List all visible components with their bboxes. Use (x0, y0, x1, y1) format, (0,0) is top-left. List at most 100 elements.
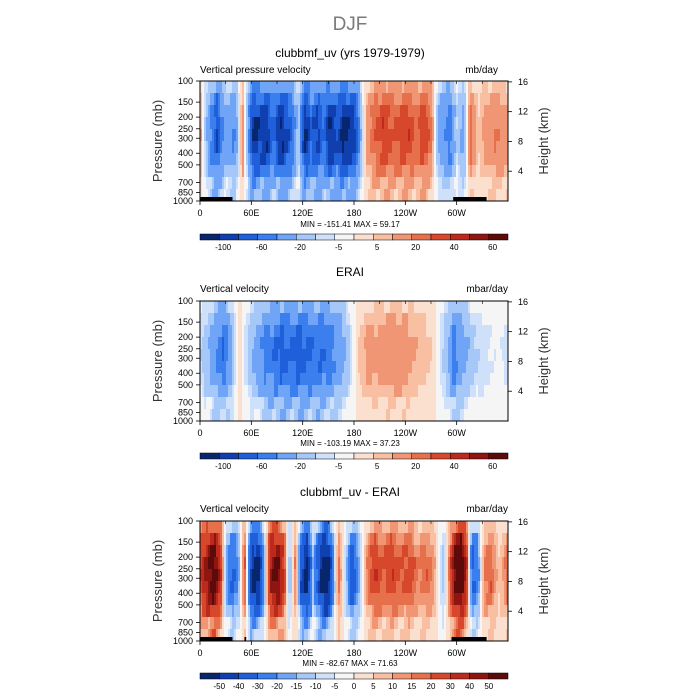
heatmap-cell (486, 533, 489, 546)
heatmap-cell (254, 605, 257, 618)
heatmap-cell (314, 617, 317, 630)
heatmap-cell (214, 337, 217, 350)
heatmap-cell (344, 373, 347, 386)
colorbar-swatch (199, 452, 220, 460)
heatmap-cell (240, 557, 243, 570)
heatmap-cell (200, 105, 203, 118)
heatmap-cell (326, 189, 329, 202)
heatmap-cell (366, 81, 369, 94)
heatmap-cell (268, 313, 271, 326)
heatmap-cell (256, 117, 259, 130)
heatmap-cell (470, 593, 473, 606)
heatmap-cell (288, 153, 291, 166)
heatmap-cell (356, 81, 359, 94)
heatmap-cell (254, 397, 257, 410)
heatmap-cell (442, 521, 445, 534)
heatmap-cell (436, 93, 439, 106)
heatmap-cell (370, 629, 373, 642)
heatmap-cell (318, 153, 321, 166)
heatmap-cell (486, 581, 489, 594)
heatmap-cell (278, 629, 281, 642)
heatmap-cell (452, 301, 455, 314)
heatmap-cell (254, 165, 257, 178)
heatmap-cell (384, 141, 387, 154)
heatmap-cell (236, 569, 239, 582)
heatmap-cell (254, 373, 257, 386)
heatmap-cell (440, 629, 443, 642)
heatmap-cell (264, 165, 267, 178)
heatmap-cell (312, 533, 315, 546)
heatmap-cell (428, 617, 431, 630)
heatmap-cell (212, 313, 215, 326)
heatmap-cell (444, 397, 447, 410)
heatmap-cell (356, 177, 359, 190)
heatmap-cell (488, 385, 491, 398)
heatmap-cell (324, 373, 327, 386)
heatmap-cell (328, 617, 331, 630)
heatmap-cell (210, 325, 213, 338)
heatmap-cell (452, 361, 455, 374)
heatmap-cell (468, 593, 471, 606)
heatmap-cell (320, 165, 323, 178)
heatmap-cell (376, 557, 379, 570)
heatmap-cell (412, 397, 415, 410)
heatmap-cell (326, 325, 329, 338)
heatmap-cell (214, 593, 217, 606)
heatmap-cell (350, 93, 353, 106)
heatmap-cell (206, 409, 209, 422)
heatmap-cell (394, 117, 397, 130)
heatmap-cell (238, 165, 241, 178)
heatmap-cell (490, 313, 493, 326)
heatmap-cell (238, 349, 241, 362)
heatmap-cell (232, 545, 235, 558)
heatmap-cell (480, 117, 483, 130)
heatmap-cell (220, 313, 223, 326)
heatmap-cell (418, 533, 421, 546)
heatmap-cell (374, 129, 377, 142)
heatmap-cell (370, 313, 373, 326)
heatmap-cell (290, 629, 293, 642)
heatmap-cell (478, 521, 481, 534)
heatmap-cell (240, 533, 243, 546)
heatmap-cell (208, 409, 211, 422)
heatmap-cell (216, 545, 219, 558)
heatmap-cell (256, 557, 259, 570)
heatmap-cell (484, 569, 487, 582)
heatmap-cell (440, 605, 443, 618)
heatmap-cell (286, 117, 289, 130)
heatmap-cell (474, 81, 477, 94)
heatmap-cell (478, 325, 481, 338)
x-tick-label: 60W (447, 428, 466, 438)
heatmap-cell (326, 177, 329, 190)
heatmap-cell (346, 189, 349, 202)
heatmap-cell (346, 153, 349, 166)
heatmap-cell (490, 397, 493, 410)
heatmap-cell (208, 385, 211, 398)
heatmap-cell (308, 557, 311, 570)
heatmap-cell (206, 617, 209, 630)
heatmap-cell (274, 189, 277, 202)
heatmap-cell (420, 105, 423, 118)
heatmap-cell (314, 593, 317, 606)
heatmap-cell (224, 397, 227, 410)
heatmap-cell (324, 81, 327, 94)
heatmap-cell (334, 117, 337, 130)
heatmap-cell (456, 605, 459, 618)
heatmap-cell (348, 117, 351, 130)
heatmap-cell (336, 593, 339, 606)
heatmap-cell (226, 617, 229, 630)
heatmap-cell (412, 545, 415, 558)
heatmap-cell (318, 581, 321, 594)
heatmap-cell (414, 141, 417, 154)
heatmap-cell (420, 629, 423, 642)
heatmap-cell (398, 189, 401, 202)
heatmap-cell (266, 337, 269, 350)
heatmap-cell (224, 521, 227, 534)
heatmap-cell (266, 581, 269, 594)
heatmap-cell (258, 605, 261, 618)
heatmap-cell (324, 569, 327, 582)
heatmap-cell (406, 117, 409, 130)
heatmap-cell (480, 93, 483, 106)
heatmap-cell (342, 153, 345, 166)
heatmap-cell (276, 105, 279, 118)
